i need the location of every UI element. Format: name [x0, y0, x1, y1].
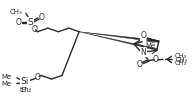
Text: O: O: [153, 55, 159, 64]
Text: O: O: [140, 32, 146, 41]
Text: Me: Me: [1, 74, 11, 80]
Text: O: O: [15, 18, 21, 27]
Text: tBu: tBu: [20, 87, 32, 93]
Text: O: O: [136, 60, 142, 69]
Text: S: S: [27, 18, 33, 27]
Text: CH₃: CH₃: [10, 9, 22, 15]
Text: O: O: [39, 13, 44, 22]
Text: Me: Me: [145, 38, 156, 44]
Text: CH₃: CH₃: [175, 56, 187, 62]
Text: O: O: [32, 25, 37, 34]
Polygon shape: [79, 32, 159, 42]
Text: Me: Me: [1, 81, 11, 87]
Text: N: N: [141, 48, 146, 57]
Text: CH₃: CH₃: [175, 53, 187, 59]
Text: Me: Me: [145, 43, 156, 49]
Polygon shape: [79, 32, 158, 50]
Text: O: O: [35, 73, 40, 82]
Text: Si: Si: [21, 77, 29, 86]
Text: CH₃: CH₃: [175, 60, 187, 66]
